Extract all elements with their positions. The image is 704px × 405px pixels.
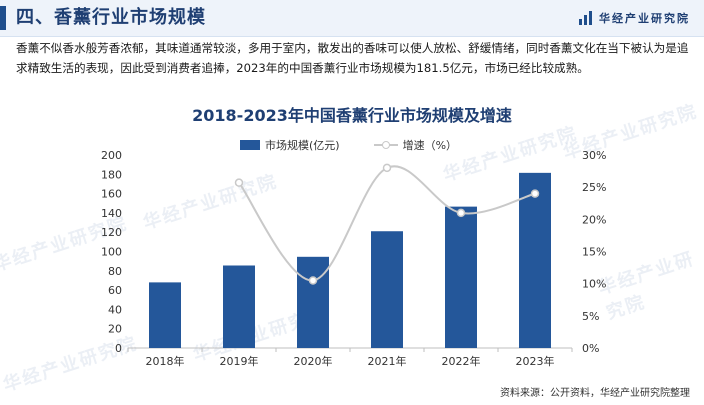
section-title: 四、香薰行业市场规模 bbox=[16, 7, 206, 28]
growth-point bbox=[382, 163, 392, 173]
y-right-tick-label: 15% bbox=[582, 246, 606, 259]
y-right-tick-label: 20% bbox=[582, 213, 606, 226]
x-tick-label: 2019年 bbox=[220, 354, 259, 368]
y-left-tick-label: 60 bbox=[108, 284, 122, 297]
legend-label-bar: 市场规模(亿元) bbox=[265, 139, 340, 152]
growth-line bbox=[238, 165, 536, 282]
y-right-tick-label: 0% bbox=[582, 342, 599, 355]
header-accent-bar bbox=[0, 6, 6, 30]
brand-name: 华经产业研究院 bbox=[599, 12, 690, 25]
legend-label-line: 增速（%） bbox=[402, 139, 458, 152]
y-right-tick-label: 25% bbox=[582, 181, 606, 194]
y-left-tick-label: 120 bbox=[101, 226, 122, 239]
source-note: 资料来源：公开资料，华经产业研究院整理 bbox=[500, 388, 690, 399]
y-left-tick-label: 100 bbox=[101, 246, 122, 259]
y-left-tick-label: 80 bbox=[108, 265, 122, 278]
chart-legend: 市场规模(亿元) 增速（%） bbox=[240, 138, 457, 152]
brand: 华经产业研究院 bbox=[579, 10, 690, 26]
section-header: 四、香薰行业市场规模 华经产业研究院 bbox=[0, 0, 704, 37]
y-left-tick-label: 160 bbox=[101, 188, 122, 201]
bar bbox=[371, 231, 403, 348]
y-left-tick-label: 180 bbox=[101, 168, 122, 181]
y-right-tick-label: 30% bbox=[582, 149, 606, 162]
legend-line-swatch bbox=[373, 140, 398, 150]
bar bbox=[223, 265, 255, 348]
y-left-tick-label: 200 bbox=[101, 149, 122, 162]
x-tick-label: 2018年 bbox=[146, 354, 185, 368]
bar bbox=[297, 256, 329, 348]
y-right-tick-label: 5% bbox=[582, 310, 599, 323]
y-left-tick-label: 40 bbox=[108, 303, 122, 316]
y-right-tick-label: 10% bbox=[582, 278, 606, 291]
y-left-tick-label: 140 bbox=[101, 207, 122, 220]
brand-logo-icon bbox=[579, 11, 593, 25]
chart-title: 2018-2023年中国香薰行业市场规模及增速 bbox=[192, 106, 512, 125]
bar bbox=[519, 172, 551, 348]
growth-point bbox=[234, 178, 244, 187]
growth-point bbox=[308, 276, 318, 285]
x-tick-label: 2023年 bbox=[516, 354, 555, 368]
x-tick-label: 2022年 bbox=[442, 354, 481, 368]
legend-bar-swatch bbox=[240, 140, 260, 150]
y-left-tick-label: 20 bbox=[108, 323, 122, 336]
growth-point bbox=[530, 189, 540, 198]
intro-paragraph: 香薰不似香水般芳香浓郁，其味道通常较淡，多用于室内，散发出的香味可以使人放松、舒… bbox=[16, 41, 689, 75]
y-left-tick-label: 0 bbox=[115, 342, 122, 355]
bar bbox=[445, 206, 477, 348]
x-tick-label: 2020年 bbox=[294, 354, 333, 368]
growth-point bbox=[456, 208, 466, 218]
x-tick-label: 2021年 bbox=[368, 354, 407, 368]
bar bbox=[149, 282, 181, 348]
